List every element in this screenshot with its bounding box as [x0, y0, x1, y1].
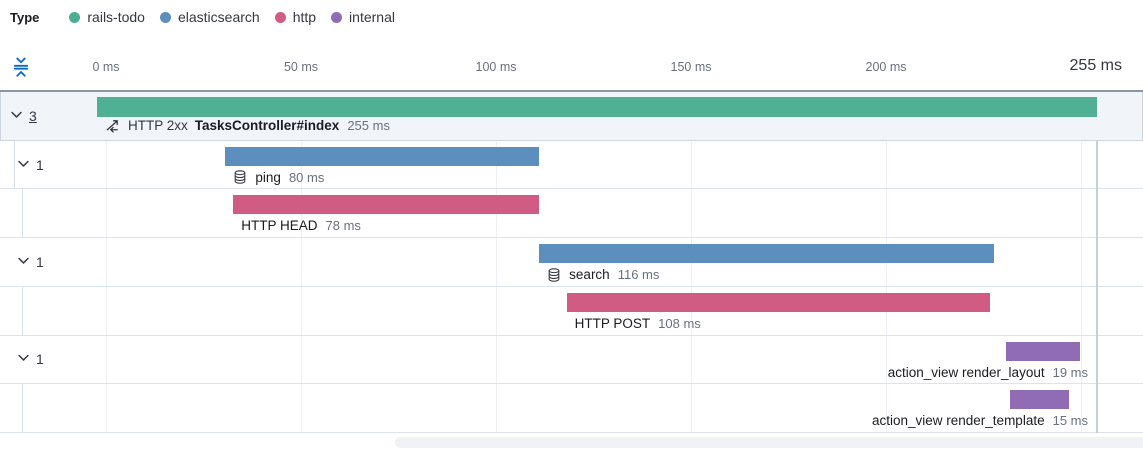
- axis-tick-label: 100 ms: [475, 60, 517, 74]
- legend-items: rails-todo elasticsearch http internal: [69, 9, 395, 25]
- fold-icon: [11, 57, 31, 80]
- bar-label[interactable]: HTTP HEAD 78 ms: [241, 218, 361, 233]
- item-name: action_view render_template: [871, 413, 1045, 429]
- child-count: 1: [36, 253, 44, 270]
- item-duration: 78 ms: [325, 218, 361, 234]
- chevron-down-icon: [17, 157, 30, 173]
- accordion-indent-line: [14, 140, 15, 190]
- span-bar[interactable]: [1005, 341, 1081, 361]
- span-bar[interactable]: [225, 146, 540, 166]
- horizontal-scrollbar-thumb[interactable]: [395, 437, 1143, 448]
- axis-tick-label: 150 ms: [670, 60, 712, 74]
- waterfall-chart: 3 HTTP 2xx TasksController#index 255 ms 1 pin…: [0, 92, 1143, 433]
- waterfall-row-span[interactable]: action_view render_template 15 ms: [0, 384, 1143, 433]
- item-name: action_view render_layout: [887, 364, 1045, 380]
- timeline-gridline: [106, 92, 107, 433]
- waterfall-row-span[interactable]: HTTP POST 108 ms: [0, 287, 1143, 336]
- accordion-indent-line: [22, 189, 23, 239]
- accordion-indent-line: [22, 286, 23, 336]
- type-legend: Type rails-todo elasticsearch http internal: [10, 9, 395, 25]
- chevron-down-icon: [17, 254, 30, 270]
- legend-color-dot: [274, 11, 286, 23]
- item-duration: 108 ms: [658, 315, 701, 331]
- item-duration: 255 ms: [347, 118, 390, 133]
- span-bar[interactable]: [539, 244, 995, 264]
- item-duration: 116 ms: [617, 267, 660, 283]
- bar-label[interactable]: action_view render_layout 19 ms: [888, 365, 1088, 380]
- timeline-gridline: [496, 92, 497, 433]
- legend-item-label: internal: [349, 9, 395, 25]
- transaction-bar[interactable]: [97, 97, 1098, 117]
- accordion-indent-line: [22, 384, 23, 433]
- legend-color-dot: [331, 11, 343, 23]
- legend-item-label: elasticsearch: [177, 9, 260, 25]
- span-bar[interactable]: [1009, 390, 1069, 410]
- accordion-toggle-button[interactable]: 1: [17, 254, 44, 270]
- accordion-toggle-button[interactable]: 3: [10, 108, 37, 124]
- axis-tick-label: 200 ms: [865, 60, 907, 74]
- bar-label[interactable]: search 116 ms: [547, 267, 659, 282]
- item-duration: 19 ms: [1052, 364, 1088, 380]
- bar-label[interactable]: HTTP POST 108 ms: [575, 316, 701, 331]
- database-icon: [547, 267, 561, 282]
- result-prefix: HTTP 2xx: [128, 118, 188, 133]
- timeline-divider: [0, 90, 1143, 92]
- item-duration: 15 ms: [1052, 413, 1088, 429]
- child-count: 1: [36, 156, 44, 173]
- axis-tick-label: 50 ms: [283, 60, 319, 74]
- item-duration: 80 ms: [288, 169, 325, 185]
- collapse-all-button[interactable]: [10, 56, 32, 80]
- chevron-down-icon: [10, 108, 23, 124]
- transaction-icon: [105, 118, 120, 133]
- legend-color-dot: [159, 11, 171, 23]
- child-count: 3: [29, 107, 37, 124]
- legend-color-dot: [69, 11, 81, 23]
- trace-end-line: [1096, 140, 1099, 433]
- waterfall-row-span[interactable]: HTTP HEAD 78 ms: [0, 189, 1143, 239]
- child-count: 1: [36, 351, 44, 368]
- item-name: ping: [255, 169, 281, 185]
- bar-label[interactable]: HTTP 2xx TasksController#index 255 ms: [105, 118, 390, 133]
- axis-tick-label: 0 ms: [92, 60, 120, 74]
- bar-label[interactable]: ping 80 ms: [233, 170, 324, 185]
- database-icon: [233, 170, 247, 184]
- timeline-gridline: [301, 92, 302, 433]
- accordion-toggle-button[interactable]: 1: [17, 351, 44, 367]
- bar-label[interactable]: action_view render_template 15 ms: [872, 413, 1088, 428]
- legend-title: Type: [10, 9, 40, 25]
- span-bar[interactable]: [566, 292, 991, 312]
- legend-item: http: [274, 9, 317, 25]
- waterfall-row-span[interactable]: 1 action_view render_layout 19 ms: [0, 336, 1143, 385]
- waterfall-row-span[interactable]: 1 search 116 ms: [0, 238, 1143, 287]
- waterfall-row-span[interactable]: 1 ping 80 ms: [0, 141, 1143, 190]
- item-name: search: [569, 267, 610, 283]
- axis-end-tick-label: 255 ms: [1069, 57, 1122, 74]
- legend-item: rails-todo: [69, 9, 145, 25]
- span-bar[interactable]: [233, 195, 540, 215]
- timeline-gridline: [1081, 92, 1082, 433]
- legend-item-label: http: [292, 9, 317, 25]
- legend-item: internal: [331, 9, 395, 25]
- item-name: TasksController#index: [194, 118, 340, 133]
- item-name: HTTP HEAD: [241, 218, 318, 234]
- waterfall-row-transaction[interactable]: 3 HTTP 2xx TasksController#index 255 ms: [0, 92, 1143, 141]
- item-name: HTTP POST: [574, 315, 651, 331]
- legend-item: elasticsearch: [159, 9, 260, 25]
- accordion-toggle-button[interactable]: 1: [17, 157, 44, 173]
- chevron-down-icon: [17, 351, 30, 367]
- legend-item-label: rails-todo: [87, 9, 145, 25]
- timeline-axis: 0 ms 50 ms 100 ms 150 ms 200 ms 255 ms: [0, 57, 1143, 76]
